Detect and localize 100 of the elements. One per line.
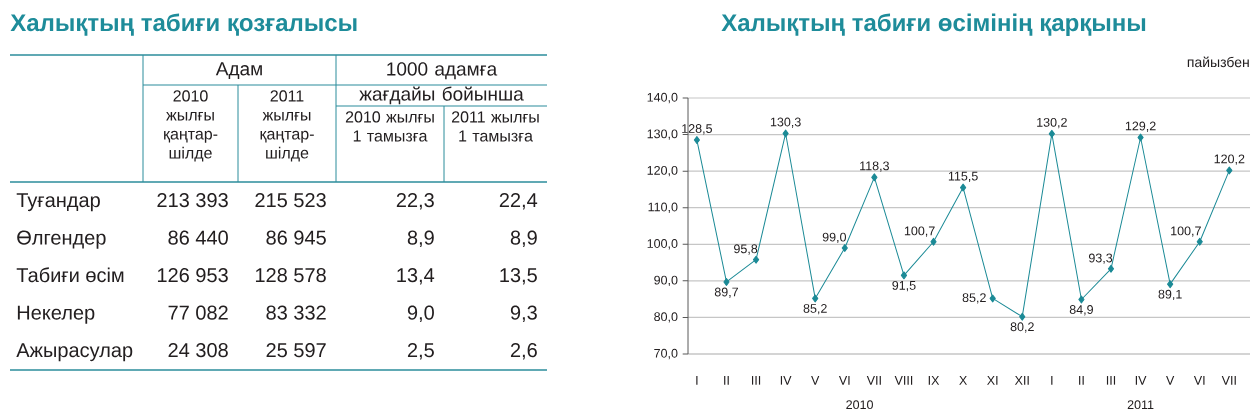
data-label: 120,2: [1214, 154, 1245, 165]
x-tick-label: VII: [1221, 376, 1236, 385]
data-label: 95,8: [734, 244, 758, 255]
data-label: 100,7: [1171, 226, 1201, 237]
chart-title: Халықтың табиғи өсімінің қарқыны: [721, 13, 1146, 36]
point: [871, 173, 878, 182]
category-label: Табиғи өсім: [16, 267, 124, 283]
data-label: 85,2: [962, 293, 986, 304]
data-label: 91,5: [892, 280, 916, 292]
text: 2,6: [510, 343, 537, 360]
text: 86 440: [168, 230, 228, 245]
point: [960, 183, 967, 192]
text: 2,5: [407, 343, 434, 360]
text: 13,5: [500, 268, 537, 285]
x-tick-label: III: [1106, 376, 1116, 385]
x-tick-label: XII: [1014, 376, 1029, 385]
x-tick-label: IV: [780, 376, 792, 385]
y-axis-title: пайызбен: [1187, 56, 1249, 68]
text: 128 578: [255, 268, 326, 283]
point: [812, 294, 819, 303]
x-tick-label: IV: [1135, 376, 1147, 385]
x-tick-label: III: [751, 376, 761, 385]
y-tick-label: 100,0: [647, 239, 678, 250]
text: 77 082: [168, 305, 228, 320]
point: [752, 255, 760, 264]
data-label: 99,0: [822, 232, 847, 244]
point: [841, 243, 848, 252]
data-label: 80,2: [1010, 322, 1034, 333]
text: Адам: [215, 62, 262, 80]
data-label: 128,5: [682, 124, 712, 135]
text: 22,4: [499, 193, 538, 210]
data-label: 118,3: [860, 161, 889, 172]
category-label: 2010 жылғы қаңтар-шілде: [164, 90, 218, 162]
category-label: Өлгендер: [17, 230, 106, 249]
text: 83 332: [266, 305, 326, 320]
y-tick-label: 80,0: [654, 312, 678, 323]
text: 8,9: [510, 230, 537, 248]
data-label: 115,5: [948, 171, 978, 183]
text: Халықтың табиғи қозғалысы: [10, 13, 357, 36]
text: 8,9: [407, 230, 434, 248]
x-tick-label: IX: [928, 376, 940, 385]
text: 9,0: [407, 305, 434, 323]
point: [1196, 237, 1203, 246]
data-label: 89,7: [714, 287, 739, 298]
x-tick-label: V: [811, 376, 820, 385]
x-tick-label: X: [959, 376, 967, 385]
text: 22,3: [396, 193, 434, 210]
point: [1167, 280, 1174, 289]
data-label: 100,7: [904, 226, 935, 237]
point: [1048, 129, 1055, 138]
x-tick-label: VI: [1193, 376, 1205, 385]
category-label: Туғандар: [16, 193, 100, 212]
y-tick-label: 110,0: [648, 202, 678, 213]
x-tick-label: VII: [866, 376, 881, 385]
point: [1137, 133, 1144, 142]
text: 86 945: [266, 230, 326, 245]
text: 126 953: [157, 268, 228, 283]
x-tick-label: V: [1166, 376, 1175, 385]
text: 24 308: [168, 343, 228, 358]
point: [1107, 264, 1115, 273]
category-label: Некелер: [17, 305, 95, 324]
data-label: 129,2: [1125, 121, 1156, 132]
y-tick-label: 120,0: [647, 165, 678, 177]
category-label: Ажырасулар: [16, 343, 133, 362]
y-tick-label: 70,0: [654, 348, 678, 360]
point: [723, 277, 730, 286]
x-tick-label: I: [696, 376, 698, 385]
x-tick-label: II: [724, 376, 729, 385]
point: [900, 271, 908, 280]
data-label: 89,1: [1158, 289, 1182, 301]
x-tick-label: VI: [838, 376, 850, 385]
point: [989, 294, 996, 303]
category-label: 2011 жылғы 1 тамызға: [451, 111, 539, 142]
category-label: 2010 жылғы 1 тамызға: [345, 111, 434, 142]
data-label: 84,9: [1069, 305, 1093, 316]
text: 215 523: [255, 193, 326, 208]
data-label: 130,3: [770, 117, 801, 128]
text: 213 393: [157, 193, 228, 208]
y-tick-label: 90,0: [654, 275, 678, 287]
point: [782, 129, 789, 138]
x-tick-label: II: [1079, 376, 1084, 385]
point: [693, 136, 700, 145]
text: 2010: [846, 400, 873, 410]
data-label: 130,2: [1037, 117, 1067, 129]
text: 2011: [1127, 400, 1154, 410]
point: [1019, 312, 1026, 321]
y-tick-label: 130,0: [647, 129, 678, 140]
category-label: 2011 жылғы қаңтар-шілде: [260, 90, 314, 162]
y-tick-label: 140,0: [647, 92, 678, 104]
text: 9,3: [510, 305, 537, 323]
text: 13,4: [397, 268, 435, 285]
data-label: 93,3: [1088, 253, 1113, 264]
point: [1078, 295, 1085, 304]
x-tick-label: I: [1051, 376, 1053, 385]
point: [930, 237, 937, 246]
text: 25 597: [266, 343, 326, 358]
point: [1226, 166, 1233, 175]
text: 1000 адамға жағдайы бойынша: [359, 62, 524, 105]
x-tick-label: VIII: [894, 376, 913, 385]
data-label: 85,2: [803, 304, 827, 315]
